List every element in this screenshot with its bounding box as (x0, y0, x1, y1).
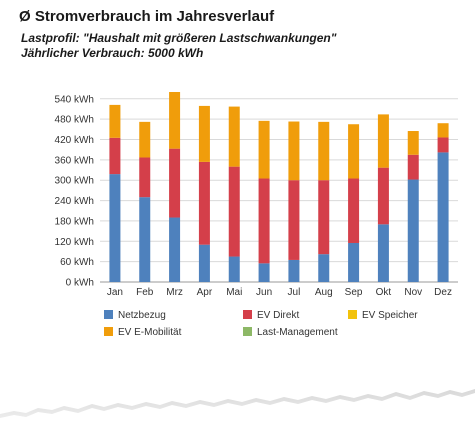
bar-segment (318, 254, 330, 282)
x-tick-label: Nov (404, 287, 422, 298)
x-tick-label: Jun (256, 287, 272, 298)
x-tick-label: Jan (107, 287, 123, 298)
bar-segment (258, 120, 270, 179)
legend-label: EV E-Mobilität (118, 327, 182, 338)
bar-segment (407, 179, 419, 282)
bar-segment (198, 105, 210, 162)
bar-segment (437, 152, 449, 282)
bar-segment (109, 104, 121, 138)
legend-swatch (104, 327, 113, 336)
bar-segment (228, 166, 240, 257)
bar-segment (437, 123, 449, 138)
legend-label: Last-Management (257, 327, 338, 338)
x-tick-label: Dez (434, 287, 452, 298)
y-tick-label: 120 kWh (55, 237, 94, 248)
bar-segment (288, 180, 300, 260)
bar-segment (258, 263, 270, 282)
bar-segment (437, 137, 449, 153)
legend-label: EV Speicher (362, 310, 418, 321)
y-tick-label: 300 kWh (55, 176, 94, 187)
bar-segment (377, 114, 389, 168)
y-tick-label: 360 kWh (55, 155, 94, 166)
torn-paper-edge (0, 389, 475, 429)
bar-segment (348, 124, 360, 179)
legend-swatch (243, 310, 252, 319)
bar-segment (228, 256, 240, 282)
bar-segment (198, 244, 210, 282)
bar-segment (288, 259, 300, 282)
legend-swatch (348, 310, 357, 319)
bar-segment (169, 217, 181, 282)
y-tick-label: 480 kWh (55, 115, 94, 126)
stacked-bar-chart: 0 kWh 60 kWh 120 kWh 180 kWh 240 kWh 300 kWh 3… (55, 92, 458, 338)
bar-segment (318, 121, 330, 181)
legend-label: EV Direkt (257, 310, 299, 321)
x-tick-label: Feb (136, 287, 154, 298)
x-tick-label: Apr (197, 287, 213, 298)
y-tick-label: 540 kWh (55, 94, 94, 105)
bar-segment (139, 197, 151, 282)
legend-swatch (104, 310, 113, 319)
y-tick-label: 240 kWh (55, 196, 94, 207)
x-tick-label: Okt (376, 287, 392, 298)
x-tick-label: Mai (226, 287, 242, 298)
bar-segment (348, 178, 360, 243)
bar-segment (109, 137, 121, 175)
bar-segment (169, 92, 181, 149)
chart-title: Ø Stromverbrauch im Jahresverlauf (19, 8, 275, 25)
bar-segment (318, 180, 330, 255)
bar-segment (377, 224, 389, 282)
bar-segment (407, 154, 419, 180)
y-tick-label: 420 kWh (55, 135, 94, 146)
y-tick-label: 60 kWh (60, 257, 94, 268)
x-tick-label: Jul (288, 287, 301, 298)
x-tick-label: Sep (345, 287, 363, 298)
legend-swatch (243, 327, 252, 336)
bar-segment (169, 148, 181, 218)
bar-segment (407, 131, 419, 155)
bar-segment (198, 161, 210, 245)
bar-segment (288, 121, 300, 181)
bar-segment (348, 242, 360, 282)
bar-segment (109, 174, 121, 282)
bar-segment (258, 178, 270, 264)
bar-segment (139, 121, 151, 158)
x-tick-label: Mrz (166, 287, 183, 298)
y-tick-label: 0 kWh (66, 278, 94, 289)
x-tick-label: Aug (315, 287, 333, 298)
chart-subtitle-annual-consumption: Jährlicher Verbrauch: 5000 kWh (21, 46, 204, 60)
y-tick-label: 180 kWh (55, 216, 94, 227)
bar-segment (139, 157, 151, 198)
legend-label: Netzbezug (118, 310, 166, 321)
bar-segment (377, 167, 389, 225)
chart-subtitle-load-profile: Lastprofil: "Haushalt mit größeren Lasts… (21, 31, 337, 45)
bar-segment (228, 106, 240, 167)
